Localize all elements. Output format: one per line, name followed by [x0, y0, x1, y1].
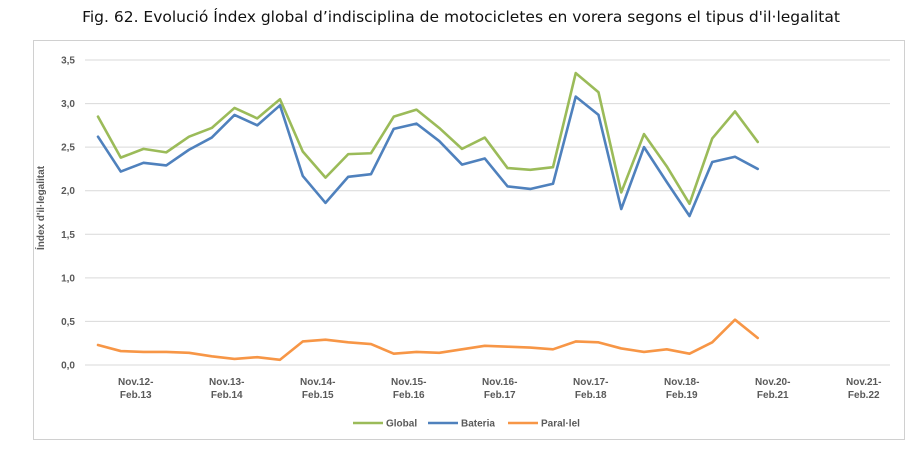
x-tick-label: Feb.18 [575, 390, 607, 401]
series-line-global [96, 71, 760, 206]
series-lines [96, 71, 760, 362]
y-tick-label: 3,5 [61, 56, 75, 67]
y-axis-label: Índex d'il·legalitat [34, 165, 47, 250]
x-tick-label: Feb.22 [848, 390, 880, 401]
x-tick-label: Nov.20- [755, 377, 790, 388]
y-tick-label: 0,5 [61, 317, 75, 328]
y-tick-label: 0,0 [61, 361, 75, 372]
y-tick-label: 1,5 [61, 230, 75, 241]
x-tick-labels: Nov.12- Feb.13 Nov.13- Feb.14 Nov.14- Feb.15 N… [118, 377, 881, 401]
x-tick-label: Nov.14- [300, 377, 335, 388]
y-tick-label: 2,0 [61, 186, 75, 197]
x-tick-label: Feb.17 [484, 390, 516, 401]
x-tick-label: Nov.13- [209, 377, 244, 388]
legend-label: Bateria [461, 419, 495, 430]
y-tick-labels: 0,0 0,5 1,0 1,5 2,0 2,5 3,0 3,5 [61, 56, 75, 372]
x-tick-label: Feb.19 [666, 390, 698, 401]
x-tick-label: Nov.17- [573, 377, 608, 388]
x-tick-label: Nov.15- [391, 377, 426, 388]
legend-label: Global [386, 419, 417, 430]
y-tick-label: 1,0 [61, 273, 75, 284]
chart-frame [33, 40, 905, 440]
legend: Global Bateria Paral·lel [353, 419, 580, 430]
chart-title: Fig. 62. Evolució Índex global d’indisci… [82, 8, 840, 26]
x-tick-label: Feb.13 [120, 390, 152, 401]
x-tick-label: Feb.14 [211, 390, 243, 401]
x-tick-label: Feb.16 [393, 390, 425, 401]
x-tick-label: Feb.21 [757, 390, 789, 401]
x-tick-label: Nov.16- [482, 377, 517, 388]
series-line-parallel [96, 318, 760, 362]
x-tick-label: Nov.18- [664, 377, 699, 388]
series-line-bateria [96, 95, 760, 218]
x-tick-label: Feb.15 [302, 390, 334, 401]
y-tick-label: 3,0 [61, 99, 75, 110]
gridlines [85, 59, 890, 366]
x-tick-label: Nov.21- [846, 377, 881, 388]
y-tick-label: 2,5 [61, 143, 75, 154]
legend-label: Paral·lel [541, 419, 580, 430]
x-tick-label: Nov.12- [118, 377, 153, 388]
